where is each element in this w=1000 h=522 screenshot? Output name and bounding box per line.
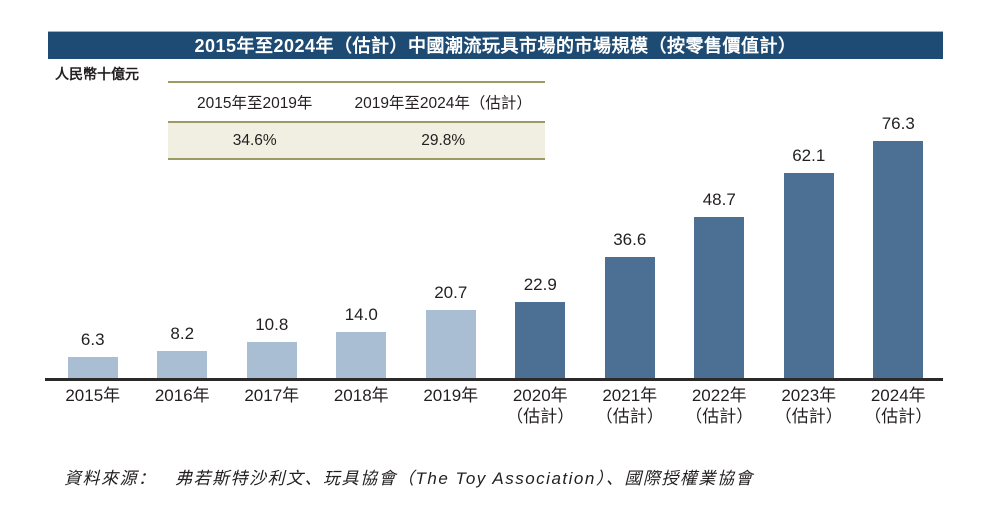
x-axis-label-estimate: （估計） — [864, 407, 933, 426]
bar-2016年 — [157, 351, 208, 378]
bar-value-label: 8.2 — [170, 324, 195, 343]
bar-value-label: 20.7 — [434, 283, 468, 302]
x-axis-label-year: 2018年 — [333, 386, 389, 405]
x-axis-label-year: 2017年 — [244, 386, 300, 405]
bar-2023年（估計） — [783, 173, 834, 378]
cagr-period-2-value: 29.8% — [421, 131, 466, 149]
bar-slot: 22.9 — [496, 114, 586, 378]
x-axis-line — [45, 378, 943, 381]
x-axis-label: 2016年 — [138, 385, 228, 427]
cagr-header-row: 2015年至2019年 2019年至2024年（估計） — [168, 83, 545, 121]
x-axis-label: 2018年 — [317, 385, 407, 427]
x-axis-label: 2022年 （估計） — [675, 385, 765, 427]
cagr-period-1-value: 34.6% — [232, 131, 277, 149]
bar-value-label: 22.9 — [523, 275, 557, 294]
bar-2021年（估計） — [604, 257, 655, 378]
bar-slot: 36.6 — [585, 114, 675, 378]
x-axis-label: 2015年 — [48, 385, 138, 427]
bar-value-label: 48.7 — [702, 190, 736, 209]
bars-row: 6.3 8.2 10.8 14.0 20.7 22.9 36.6 48.7 62.1 76.3 — [48, 114, 943, 378]
x-axis-label: 2019年 — [406, 385, 496, 427]
bar-2017年 — [246, 342, 297, 378]
cagr-value-row: 34.6% 29.8% — [168, 123, 545, 158]
bar-slot: 48.7 — [675, 114, 765, 378]
bar-2022年（估計） — [694, 217, 745, 378]
x-axis-labels: 2015年 2016年 2017年 2018年 2019年 2020年 （估計） 2021年 （… — [48, 385, 943, 427]
x-axis-label-year: 2023年 — [781, 386, 837, 405]
x-axis-label-year: 2021年 — [602, 386, 658, 405]
bar-slot: 62.1 — [764, 114, 854, 378]
source-note: 資料來源： 弗若斯特沙利文、玩具協會（The Toy Association）、… — [64, 469, 754, 488]
bar-2019年 — [425, 310, 476, 378]
x-axis-label-year: 2016年 — [154, 386, 210, 405]
cagr-period-2-label: 2019年至2024年（估計） — [354, 95, 532, 112]
bar-slot: 20.7 — [406, 114, 496, 378]
table-rule-top — [168, 81, 545, 83]
bar-2020年（估計） — [515, 302, 566, 378]
bar-slot: 6.3 — [48, 114, 138, 378]
y-axis-unit-label: 人民幣十億元 — [55, 66, 139, 82]
x-axis-label: 2021年 （估計） — [585, 385, 675, 427]
bar-value-label: 6.3 — [80, 330, 105, 349]
bar-slot: 76.3 — [854, 114, 944, 378]
bar-value-label: 62.1 — [792, 146, 826, 165]
x-axis-label-year: 2015年 — [65, 386, 121, 405]
table-rule-bottom — [168, 158, 545, 160]
bar-slot: 14.0 — [317, 114, 407, 378]
bar-value-label: 10.8 — [255, 315, 289, 334]
x-axis-label-estimate: （估計） — [506, 407, 575, 426]
bar-value-label: 14.0 — [344, 305, 378, 324]
x-axis-label: 2023年 （估計） — [764, 385, 854, 427]
x-axis-label-year: 2020年 — [512, 386, 568, 405]
bar-2024年（估計） — [873, 141, 924, 378]
x-axis-label-estimate: （估計） — [685, 407, 754, 426]
bar-slot: 10.8 — [227, 114, 317, 378]
cagr-table: 2015年至2019年 2019年至2024年（估計） 34.6% 29.8% — [168, 81, 545, 160]
bar-value-label: 76.3 — [881, 114, 915, 133]
x-axis-label-year: 2022年 — [691, 386, 747, 405]
x-axis-label-estimate: （估計） — [595, 407, 664, 426]
bar-2018年 — [336, 332, 387, 378]
bar-slot: 8.2 — [138, 114, 228, 378]
cagr-period-1-label: 2015年至2019年 — [196, 95, 313, 112]
x-axis-label: 2017年 — [227, 385, 317, 427]
x-axis-label-year: 2019年 — [423, 386, 479, 405]
table-rule-middle — [168, 121, 545, 123]
bar-value-label: 36.6 — [613, 230, 647, 249]
x-axis-label: 2024年 （估計） — [854, 385, 944, 427]
bar-2015年 — [67, 357, 118, 378]
x-axis-label-year: 2024年 — [870, 386, 926, 405]
x-axis-label-estimate: （估計） — [774, 407, 843, 426]
x-axis-label: 2020年 （估計） — [496, 385, 586, 427]
chart-title-bar: 2015年至2024年（估計）中國潮流玩具市場的市場規模（按零售價值計） — [48, 31, 943, 59]
